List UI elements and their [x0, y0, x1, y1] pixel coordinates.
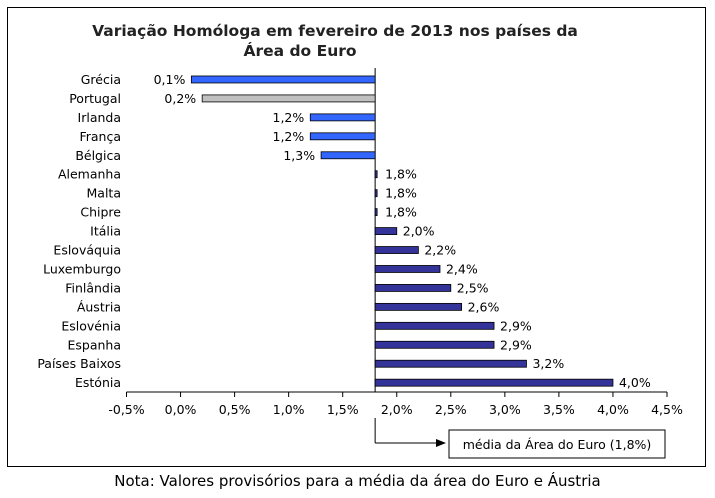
- x-tick-label-5: 2,0%: [381, 402, 413, 417]
- category-label-0: Grécia: [81, 72, 121, 87]
- bar-11: [374, 284, 452, 292]
- category-label-5: Alemanha: [58, 167, 121, 182]
- value-label-10: 2,4%: [446, 261, 478, 276]
- bar-8: [374, 227, 398, 235]
- bar-7: [374, 208, 378, 217]
- bar-4: [320, 151, 376, 160]
- reference-label-box: [448, 429, 666, 459]
- category-label-1: Portugal: [69, 91, 121, 106]
- value-label-5: 1,8%: [385, 167, 417, 182]
- category-label-11: Finlândia: [65, 280, 121, 295]
- bar-6: [374, 189, 378, 198]
- bar-10: [374, 265, 441, 273]
- value-label-13: 2,9%: [500, 318, 532, 333]
- reference-label: média da Área do Euro (1,8%): [463, 437, 652, 452]
- category-label-9: Eslováquia: [53, 243, 121, 258]
- category-label-10: Luxemburgo: [43, 261, 121, 276]
- bar-13: [374, 321, 495, 330]
- chart-title-line-1: Variação Homóloga em fevereiro de 2013 n…: [92, 22, 578, 40]
- chart-title-line-2: Área do Euro: [243, 41, 356, 60]
- value-label-16: 4,0%: [619, 375, 651, 390]
- bar-1: [201, 94, 376, 103]
- value-label-3: 1,2%: [273, 129, 305, 144]
- category-label-16: Estónia: [75, 375, 121, 390]
- category-label-12: Áustria: [77, 299, 121, 314]
- bar-16: [374, 378, 614, 387]
- value-label-1: 0,2%: [164, 91, 196, 106]
- value-label-6: 1,8%: [385, 186, 417, 201]
- bar-3: [309, 132, 376, 141]
- value-label-14: 2,9%: [500, 337, 532, 352]
- value-label-12: 2,6%: [468, 299, 500, 314]
- x-tick-label-0: -0,5%: [108, 402, 144, 417]
- category-label-14: Espanha: [67, 337, 121, 352]
- category-label-6: Malta: [87, 186, 121, 201]
- bar-14: [374, 340, 495, 349]
- category-label-3: França: [79, 129, 121, 144]
- bar-15: [374, 359, 527, 368]
- value-label-15: 3,2%: [532, 356, 564, 371]
- x-tick-label-2: 0,5%: [219, 402, 251, 417]
- x-tick-label-7: 3,0%: [489, 402, 521, 417]
- reference-arrow-head: [436, 439, 446, 447]
- x-tick-label-8: 3,5%: [543, 402, 575, 417]
- footnote: Nota: Valores provisórios para a média d…: [114, 472, 601, 490]
- x-tick-label-1: 0,0%: [165, 402, 197, 417]
- bar-9: [374, 246, 419, 254]
- x-tick-label-3: 1,0%: [273, 402, 305, 417]
- category-label-4: Bélgica: [75, 148, 121, 163]
- x-tick-label-6: 2,5%: [435, 402, 467, 417]
- bar-5: [374, 170, 378, 179]
- category-label-15: Países Baixos: [37, 356, 121, 371]
- value-label-7: 1,8%: [385, 205, 417, 220]
- x-tick-label-10: 4,5%: [651, 402, 683, 417]
- category-label-13: Eslovénia: [61, 318, 121, 333]
- x-tick-label-4: 1,5%: [327, 402, 359, 417]
- x-tick-label-9: 4,0%: [597, 402, 629, 417]
- category-label-7: Chipre: [80, 205, 121, 220]
- bar-chart: Variação Homóloga em fevereiro de 2013 n…: [37, 22, 683, 459]
- value-label-2: 1,2%: [273, 110, 305, 125]
- bar-12: [374, 302, 463, 311]
- value-label-4: 1,3%: [283, 148, 315, 163]
- category-label-2: Irlanda: [78, 110, 121, 125]
- chart-frame: [7, 7, 706, 467]
- category-label-8: Itália: [90, 224, 121, 239]
- value-label-8: 2,0%: [403, 224, 435, 239]
- bar-2: [309, 113, 376, 122]
- bar-0: [190, 75, 376, 84]
- value-label-9: 2,2%: [424, 243, 456, 258]
- value-label-11: 2,5%: [457, 280, 489, 295]
- value-label-0: 0,1%: [154, 72, 186, 87]
